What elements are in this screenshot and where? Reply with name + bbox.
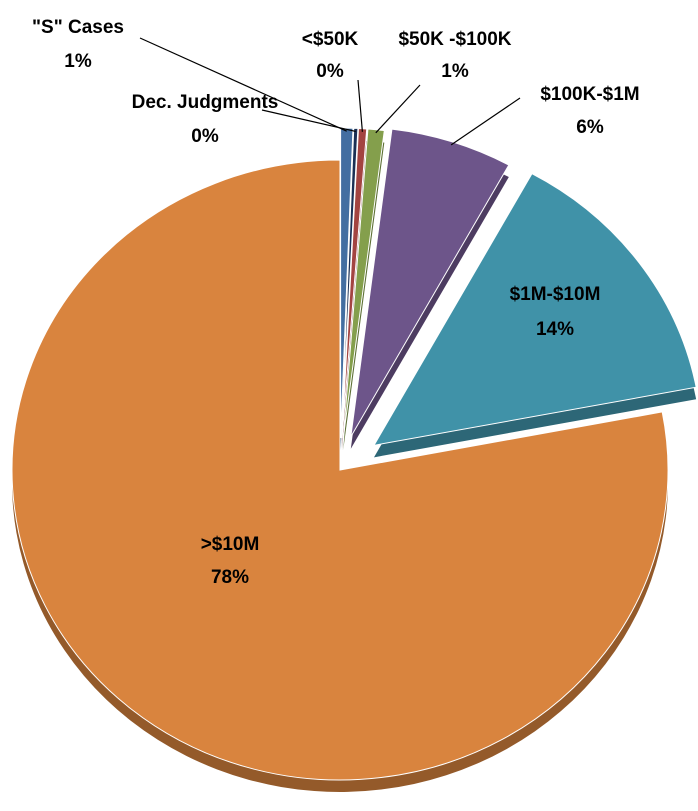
value-label: 14%	[536, 319, 574, 340]
slice	[11, 159, 669, 781]
value-label: 78%	[211, 567, 249, 588]
value-label: 0%	[316, 61, 344, 82]
leader-line	[139, 37, 347, 132]
category-label: >$10M	[201, 534, 260, 555]
leader-line	[375, 84, 421, 134]
category-label: <$50K	[302, 29, 359, 50]
value-label: 1%	[441, 61, 469, 82]
category-label: Dec. Judgments	[132, 92, 279, 113]
category-label: $50K -$100K	[398, 29, 511, 50]
slice	[373, 172, 697, 446]
slice-side	[343, 141, 385, 451]
slice	[350, 128, 510, 437]
value-label: 1%	[64, 51, 92, 72]
leader-line	[357, 79, 363, 132]
leader-line	[450, 97, 521, 146]
value-label: 0%	[191, 126, 219, 147]
leader-line	[261, 109, 356, 133]
category-label: $1M-$10M	[510, 284, 601, 305]
slice	[342, 128, 385, 439]
category-label: $100K-$1M	[540, 84, 639, 105]
value-label: 6%	[576, 117, 604, 138]
category-label: "S" Cases	[32, 17, 124, 38]
slice	[340, 127, 359, 439]
